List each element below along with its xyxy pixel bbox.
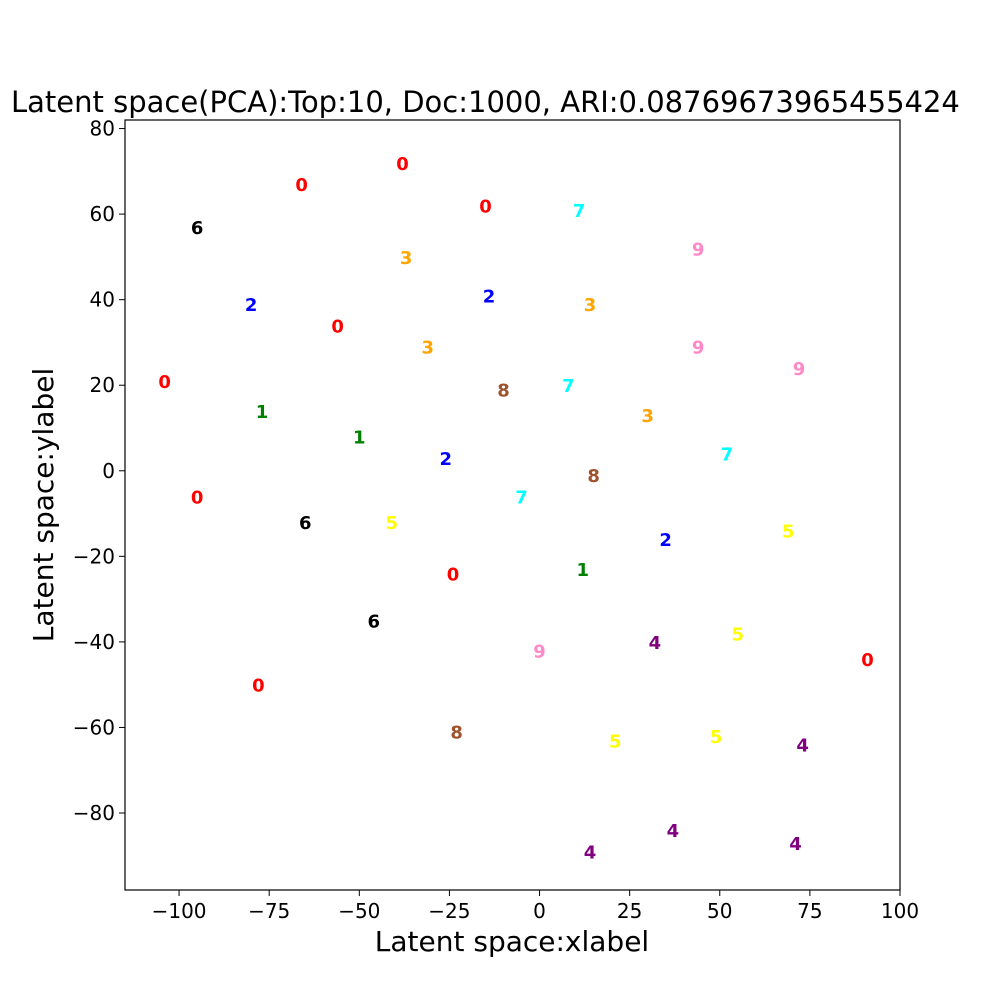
data-point-label-6: 6 bbox=[367, 612, 380, 633]
x-tick-label: −100 bbox=[152, 899, 207, 923]
y-tick-label: −60 bbox=[73, 715, 115, 739]
chart-title: Latent space(PCA):Top:10, Doc:1000, ARI:… bbox=[11, 85, 960, 119]
y-axis: −80 −60 −40 −20 0 20 40 60 80 bbox=[73, 117, 125, 825]
data-point-label-4: 4 bbox=[667, 821, 680, 842]
data-point-label-5: 5 bbox=[385, 513, 398, 534]
data-point-label-3: 3 bbox=[584, 295, 597, 316]
x-axis: −100 −75 −50 −25 0 25 50 75 100 bbox=[152, 890, 919, 923]
data-point-label-3: 3 bbox=[400, 248, 413, 269]
data-point-label-1: 1 bbox=[577, 560, 590, 581]
data-point-label-5: 5 bbox=[710, 727, 723, 748]
data-point-label-2: 2 bbox=[440, 449, 453, 470]
data-point-label-4: 4 bbox=[789, 834, 802, 855]
data-point-label-0: 0 bbox=[861, 650, 874, 671]
data-point-label-1: 1 bbox=[256, 402, 269, 423]
y-axis-label: Latent space:ylabel bbox=[27, 368, 60, 642]
data-point-label-6: 6 bbox=[299, 513, 312, 534]
data-point-label-7: 7 bbox=[515, 487, 528, 508]
data-point-label-9: 9 bbox=[793, 359, 806, 380]
x-tick-label: 0 bbox=[533, 899, 546, 923]
x-tick-label: −75 bbox=[248, 899, 290, 923]
y-tick-label: −40 bbox=[73, 630, 115, 654]
data-point-label-0: 0 bbox=[447, 564, 460, 585]
plot-area bbox=[124, 119, 901, 891]
x-tick-label: 75 bbox=[797, 899, 822, 923]
data-point-label-6: 6 bbox=[191, 218, 204, 239]
y-tick-label: 20 bbox=[90, 373, 115, 397]
data-point-label-5: 5 bbox=[609, 731, 622, 752]
data-point-label-0: 0 bbox=[191, 487, 204, 508]
x-tick-label: −50 bbox=[338, 899, 380, 923]
data-point-label-8: 8 bbox=[450, 723, 463, 744]
data-point-label-0: 0 bbox=[158, 372, 171, 393]
x-tick-label: −25 bbox=[428, 899, 470, 923]
data-point-label-7: 7 bbox=[573, 201, 586, 222]
data-point-label-2: 2 bbox=[659, 530, 672, 551]
x-tick-label: 25 bbox=[617, 899, 642, 923]
data-point-label-8: 8 bbox=[587, 466, 600, 487]
data-point-label-9: 9 bbox=[533, 641, 546, 662]
data-point-label-4: 4 bbox=[649, 633, 662, 654]
data-point-label-0: 0 bbox=[396, 154, 409, 175]
data-point-label-8: 8 bbox=[497, 381, 510, 402]
data-point-label-3: 3 bbox=[422, 338, 435, 359]
data-point-label-1: 1 bbox=[353, 428, 366, 449]
data-point-label-2: 2 bbox=[245, 295, 258, 316]
data-point-label-5: 5 bbox=[782, 522, 795, 543]
data-point-label-4: 4 bbox=[796, 736, 809, 757]
data-point-label-3: 3 bbox=[641, 406, 654, 427]
data-point-label-2: 2 bbox=[483, 286, 496, 307]
y-tick-label: −20 bbox=[73, 544, 115, 568]
data-points: 0 0 0 0 0 0 0 0 0 1 1 1 2 2 2 2 3 3 3 3 4 4 4 4 4 5 5 5 5 5 6 6 6 7 7 7 7 8 8 8… bbox=[158, 154, 873, 864]
data-point-label-7: 7 bbox=[721, 445, 734, 466]
data-point-label-9: 9 bbox=[692, 239, 705, 260]
x-tick-label: 50 bbox=[707, 899, 732, 923]
data-point-label-4: 4 bbox=[584, 843, 597, 864]
data-point-label-5: 5 bbox=[732, 624, 745, 645]
x-tick-label: 100 bbox=[881, 899, 919, 923]
data-point-label-9: 9 bbox=[692, 338, 705, 359]
y-tick-label: 60 bbox=[90, 202, 115, 226]
y-tick-label: 0 bbox=[102, 459, 115, 483]
y-tick-label: 80 bbox=[90, 117, 115, 141]
x-axis-label: Latent space:xlabel bbox=[375, 925, 649, 958]
data-point-label-0: 0 bbox=[479, 197, 492, 218]
y-tick-label: 40 bbox=[90, 288, 115, 312]
data-point-label-7: 7 bbox=[562, 376, 575, 397]
data-point-label-0: 0 bbox=[331, 316, 344, 337]
data-point-label-0: 0 bbox=[252, 676, 265, 697]
y-tick-label: −80 bbox=[73, 801, 115, 825]
data-point-label-0: 0 bbox=[295, 175, 308, 196]
